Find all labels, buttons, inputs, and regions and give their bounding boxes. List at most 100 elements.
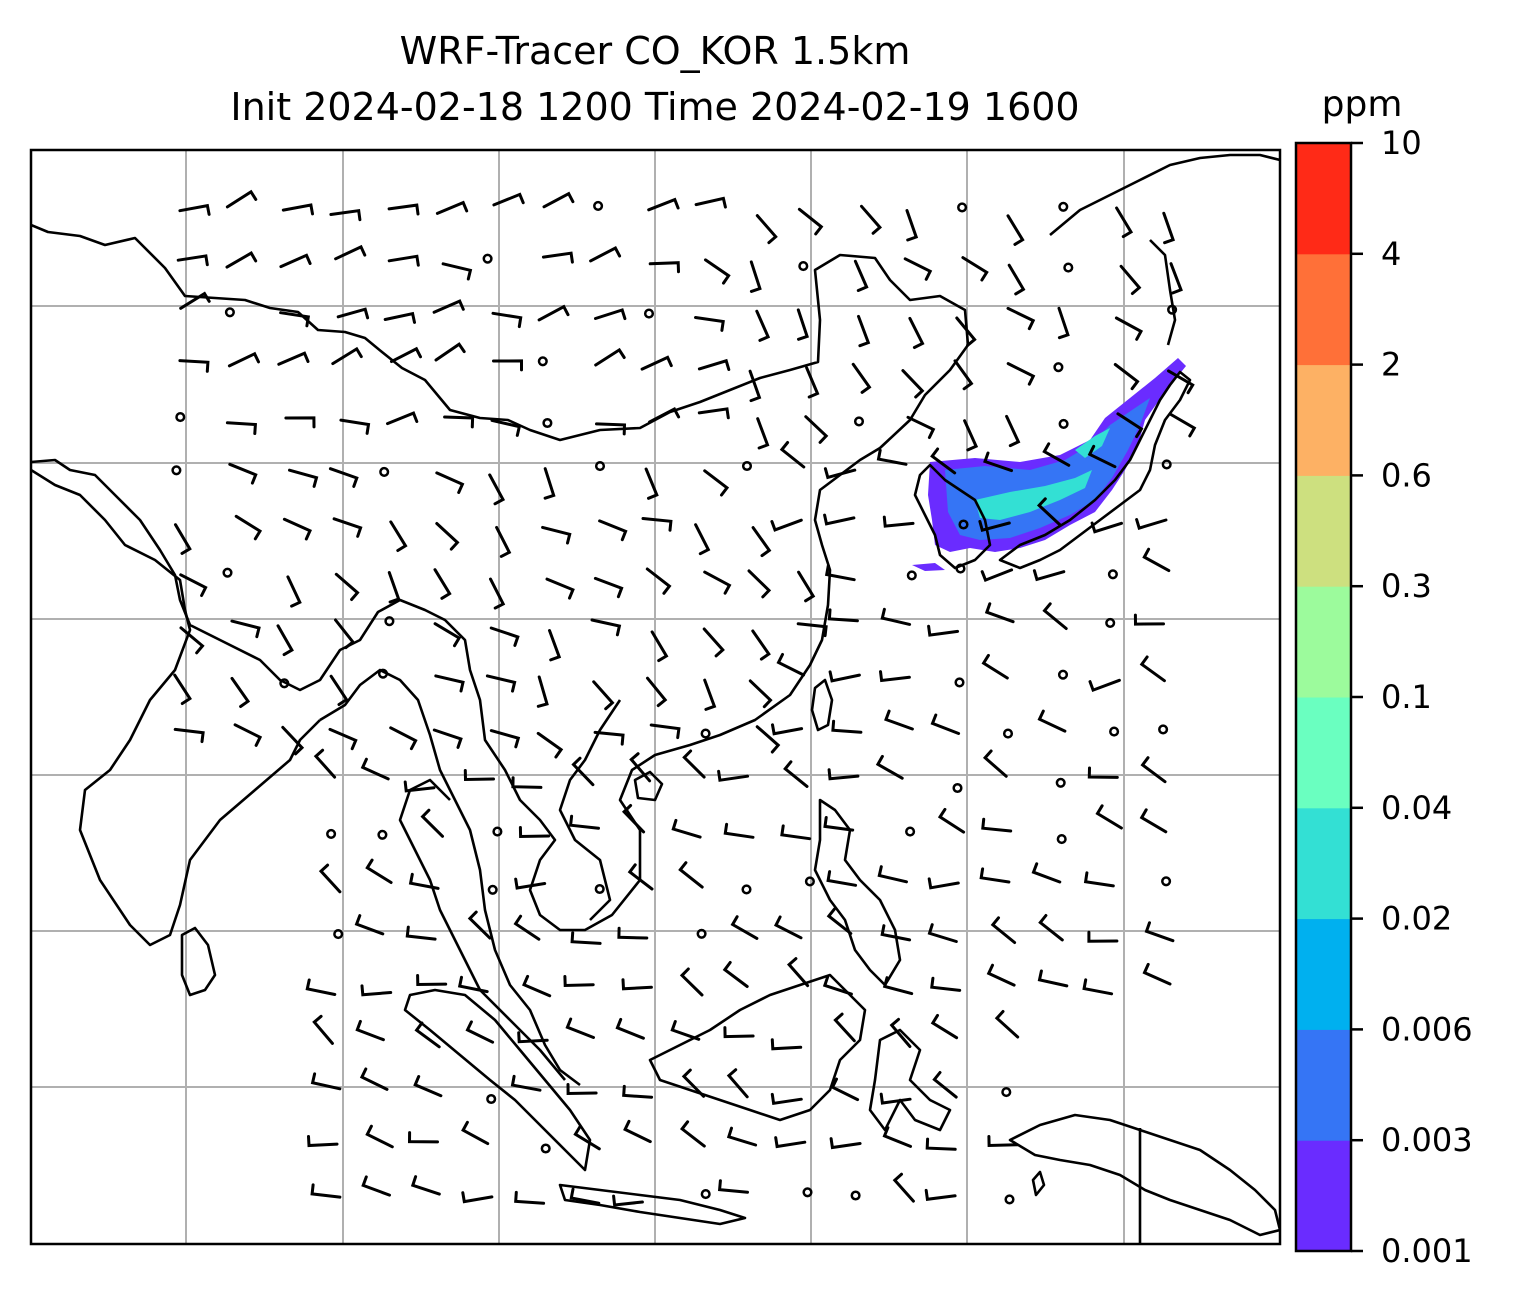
- calm-wind-marker: [379, 466, 390, 477]
- wind-barb: [961, 256, 989, 282]
- wind-barb: [286, 575, 302, 608]
- wind-barb: [282, 517, 312, 541]
- wind-barb: [748, 679, 773, 709]
- wind-barb: [906, 415, 936, 439]
- wind-barb: [387, 571, 401, 604]
- calm-wind-marker: [1004, 1194, 1015, 1205]
- wind-barb: [595, 422, 627, 436]
- wind-barb: [703, 678, 717, 711]
- wind-barb: [823, 513, 856, 526]
- calm-wind-marker: [958, 519, 969, 530]
- wind-barb: [877, 865, 908, 884]
- wind-barb: [413, 1075, 443, 1098]
- colorbar-segment: [1296, 697, 1351, 809]
- wind-barb: [853, 259, 869, 292]
- wind-barb: [492, 359, 523, 372]
- wind-barb: [518, 826, 551, 839]
- wind-barb: [541, 251, 574, 264]
- wind-barb: [1042, 442, 1071, 467]
- calm-wind-marker: [700, 728, 711, 739]
- wind-barb: [416, 974, 448, 987]
- calm-wind-marker: [952, 782, 963, 794]
- wind-barb: [644, 467, 659, 500]
- wind-barb: [589, 245, 622, 263]
- wind-barb: [879, 1092, 912, 1105]
- wind-barb: [414, 1021, 441, 1049]
- wind-barb: [434, 342, 466, 362]
- wind-barb: [1007, 263, 1026, 296]
- colorbar-unit-label: ppm: [1322, 84, 1403, 125]
- wind-barb: [1082, 978, 1114, 996]
- calm-wind-marker: [696, 928, 707, 939]
- wind-barb: [612, 1194, 644, 1207]
- wind-barb: [703, 570, 732, 595]
- wind-barb: [1037, 969, 1069, 988]
- wind-barb: [541, 525, 572, 545]
- wind-barb: [434, 674, 465, 693]
- wind-barb: [225, 251, 258, 269]
- wind-barb: [1095, 804, 1123, 830]
- coastline-new-guinea: [1008, 1113, 1280, 1237]
- wind-barb: [770, 1092, 803, 1106]
- wind-barb: [1144, 921, 1175, 943]
- wind-barb: [517, 1031, 549, 1044]
- wind-barb: [903, 257, 933, 281]
- wind-barb: [432, 728, 463, 749]
- calm-wind-marker: [1002, 728, 1014, 739]
- wind-barb: [420, 808, 444, 838]
- calm-wind-marker: [1058, 201, 1069, 212]
- wind-barb: [433, 622, 462, 648]
- wind-barb: [822, 975, 853, 996]
- wind-barb: [386, 411, 419, 426]
- wind-barb: [174, 523, 192, 555]
- wind-barb: [407, 1131, 439, 1144]
- wind-barb: [927, 877, 960, 890]
- wind-barb: [537, 304, 570, 322]
- wind-barb: [723, 1026, 755, 1039]
- wind-barb: [797, 207, 824, 236]
- wind-barb: [1087, 930, 1119, 943]
- calm-wind-marker: [955, 563, 966, 574]
- map-title-line2: Init 2024-02-18 1200 Time 2024-02-19 160…: [230, 85, 1080, 129]
- wind-barb: [702, 627, 725, 658]
- wind-barb: [1038, 914, 1064, 942]
- wind-barb: [1113, 363, 1140, 391]
- colorbar-segment: [1296, 364, 1351, 476]
- wind-barb: [1032, 569, 1066, 582]
- wind-barb: [279, 253, 312, 269]
- wind-barb: [623, 1119, 652, 1144]
- wind-barb: [432, 299, 465, 314]
- calm-wind-marker: [905, 826, 916, 837]
- wind-barb: [225, 421, 257, 435]
- wind-barb: [387, 203, 420, 216]
- wind-barb: [827, 768, 860, 781]
- coastline-north-asia: [31, 223, 970, 932]
- wind-barb: [748, 369, 762, 403]
- wind-barb: [1057, 306, 1070, 340]
- wind-barb: [694, 196, 727, 209]
- wind-barb: [536, 675, 549, 708]
- wind-barb: [779, 441, 806, 469]
- wind-barb: [805, 366, 820, 399]
- wind-barb: [755, 309, 771, 342]
- wind-barb: [640, 355, 673, 371]
- wind-barb: [1167, 369, 1195, 395]
- wind-barb: [884, 709, 914, 731]
- coastlines: [31, 153, 1280, 1244]
- colorbar-ticks: 0.001 0.003 0.006 0.02 0.04 0.1 0.3 0.6 2 4 10: [1351, 124, 1473, 1270]
- wind-barb: [980, 568, 1014, 583]
- calm-wind-marker: [594, 461, 606, 472]
- wind-barb: [365, 1124, 394, 1149]
- wind-barb: [823, 816, 855, 832]
- wind-barb: [329, 674, 349, 706]
- wind-barb: [679, 1120, 706, 1148]
- wind-barb: [489, 729, 521, 749]
- wind-barb: [489, 577, 506, 610]
- wind-barb: [1006, 362, 1036, 386]
- wind-barb: [860, 204, 883, 235]
- colorbar-tick-label: 0.006: [1381, 1010, 1473, 1048]
- colorbar-tick-label: 0.04: [1381, 789, 1452, 827]
- wind-barb: [1036, 497, 1062, 526]
- wind-barb: [827, 608, 859, 623]
- wind-barb: [365, 858, 393, 884]
